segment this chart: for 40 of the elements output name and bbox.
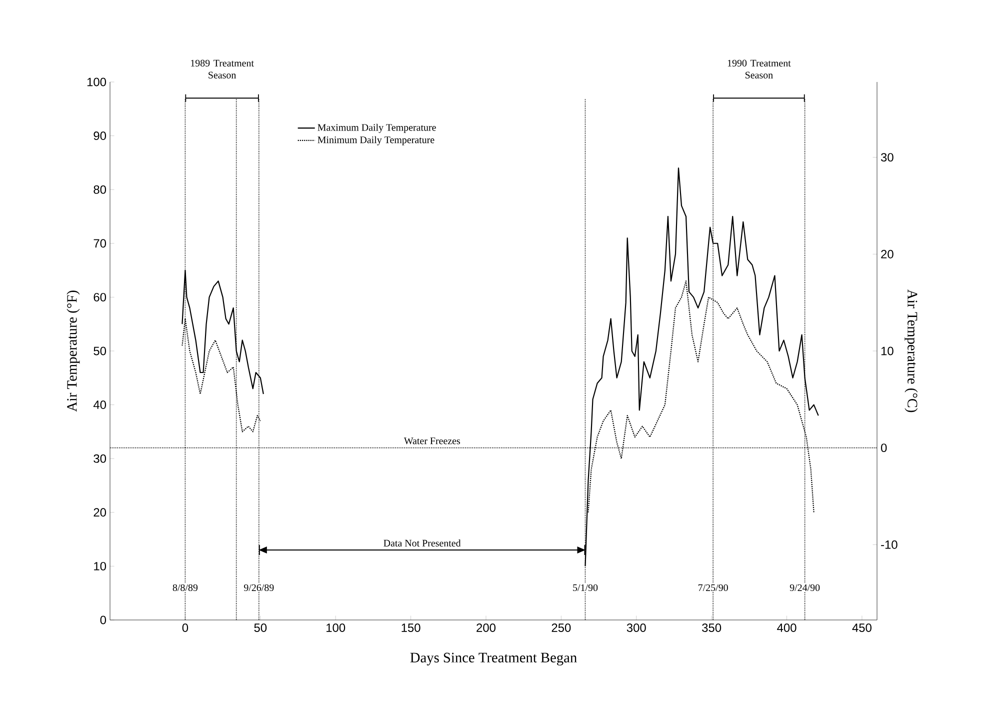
y-tick-label: 30 — [94, 454, 106, 463]
y2-tick-label: 30 — [880, 153, 894, 162]
y2-tick-label: 20 — [881, 250, 894, 258]
text: 1989 Treatment Season — [191, 60, 254, 78]
x-tick-label: 450 — [852, 624, 872, 632]
x-axis-title: Days Since Treatment Began — [410, 652, 577, 666]
y-tick-label: 60 — [94, 292, 106, 302]
y2-tick-label: 0 — [881, 444, 887, 452]
annotation: 8/8/89 — [172, 584, 198, 592]
y-tick-label: 40 — [93, 400, 106, 410]
legend-label: Minimum Daily Temperature — [318, 136, 434, 146]
y-tick-label: 90 — [94, 132, 106, 140]
y-tick-label: 100 — [87, 78, 106, 86]
annotation: 5/1/90 — [573, 584, 598, 592]
ref-line-label: Water Freezes — [404, 438, 460, 444]
x-tick-label: 400 — [777, 624, 796, 632]
annotation: Data Not Presented — [384, 540, 461, 547]
y2-tick-label: 10 — [881, 346, 894, 356]
annotation: 9/26/89 — [244, 584, 274, 592]
x-tick-label: 200 — [476, 624, 496, 632]
x-tick-label: 100 — [326, 624, 346, 632]
y-tick-label: 70 — [94, 239, 106, 248]
y-tick-label: 0 — [100, 616, 106, 624]
x-tick-label: 50 — [254, 624, 267, 632]
text: 1990 Treatment Season — [728, 60, 791, 78]
y-tick-label: 80 — [94, 185, 106, 194]
y2-axis-title: Air Temperature (°C) — [904, 289, 918, 412]
x-tick-label: 150 — [402, 624, 420, 632]
legend-label: Maximum Daily Temperature — [318, 124, 436, 133]
x-tick-label: 250 — [552, 624, 571, 632]
y-tick-label: 50 — [94, 346, 106, 356]
y2-tick-label: -10 — [881, 540, 898, 549]
annotation: 7/25/90 — [698, 584, 728, 592]
x-tick-label: 300 — [626, 624, 646, 632]
x-tick-label: 0 — [182, 624, 188, 632]
y-tick-label: 20 — [94, 508, 106, 517]
x-tick-label: 350 — [702, 624, 722, 632]
y-tick-label: 10 — [94, 562, 106, 570]
annotation: 9/24/90 — [790, 584, 820, 592]
y-axis-title: Air Temperature (°F) — [66, 290, 80, 412]
